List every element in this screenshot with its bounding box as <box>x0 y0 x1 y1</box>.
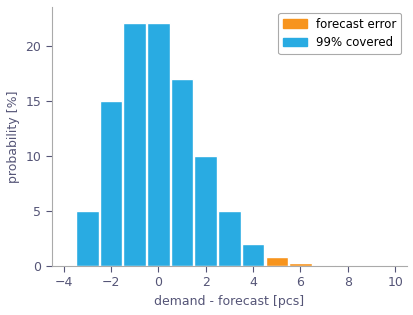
Bar <box>147 24 169 266</box>
Legend: forecast error, 99% covered: forecast error, 99% covered <box>278 13 400 54</box>
Bar <box>241 244 264 266</box>
Bar <box>312 265 335 266</box>
Bar <box>194 156 216 266</box>
Bar <box>76 211 98 266</box>
X-axis label: demand - forecast [pcs]: demand - forecast [pcs] <box>154 295 304 308</box>
Bar <box>265 257 287 266</box>
Y-axis label: probability [%]: probability [%] <box>7 90 20 183</box>
Bar <box>171 79 193 266</box>
Bar <box>123 24 146 266</box>
Bar <box>218 211 240 266</box>
Bar <box>289 263 311 266</box>
Bar <box>100 101 122 266</box>
